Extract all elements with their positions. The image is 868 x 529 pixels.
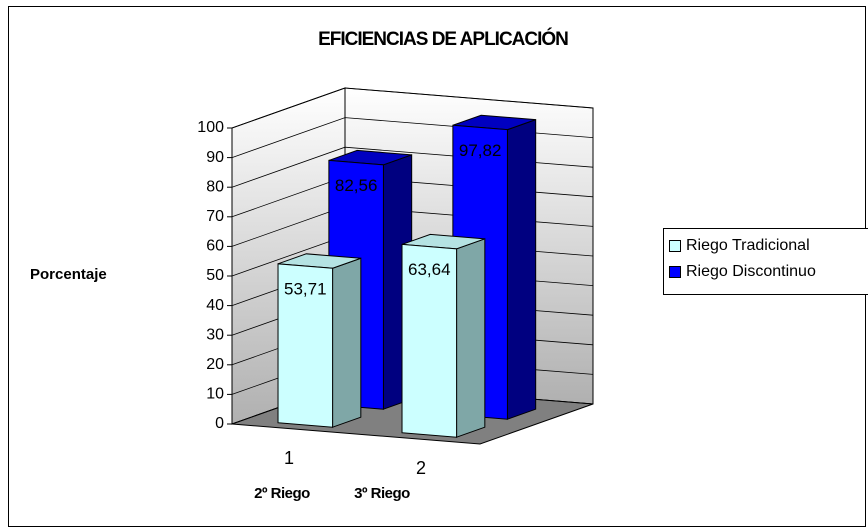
legend-label: Riego Discontinuo	[686, 263, 816, 280]
legend	[663, 228, 868, 295]
value-label: 82,56	[335, 176, 378, 195]
y-tick-label: 20	[206, 356, 224, 373]
legend-label: Riego Tradicional	[686, 237, 810, 254]
grid-line	[231, 87, 594, 129]
x-tick-label: 1	[284, 448, 294, 468]
value-label: 97,82	[459, 141, 502, 160]
legend-swatch	[669, 240, 681, 252]
value-label: 63,64	[408, 260, 451, 279]
y-tick-label: 50	[206, 267, 224, 284]
bar	[401, 243, 458, 438]
legend-swatch	[669, 266, 681, 278]
value-label: 53,71	[284, 280, 327, 299]
bar-side	[332, 257, 362, 428]
y-tick-label: 10	[206, 386, 224, 403]
chart-title: EFICIENCIAS DE APLICACIÓN	[318, 28, 568, 50]
y-tick-label: 90	[206, 149, 224, 166]
y-tick-label: 70	[206, 208, 224, 225]
y-tick-label: 30	[206, 326, 224, 343]
y-axis-label: Porcentaje	[30, 266, 107, 283]
category-annotation: 2º Riego	[254, 485, 310, 502]
y-tick-label: 60	[206, 238, 224, 255]
y-tick-label: 100	[197, 119, 224, 136]
y-tick-label: 80	[206, 178, 224, 195]
bar-side	[456, 238, 486, 438]
bar-side	[506, 118, 537, 420]
category-annotation: 3º Riego	[354, 485, 410, 502]
y-tick-label: 40	[206, 297, 224, 314]
y-tick-label: 0	[215, 415, 224, 432]
x-tick-label: 2	[416, 458, 426, 478]
bar	[277, 263, 334, 428]
